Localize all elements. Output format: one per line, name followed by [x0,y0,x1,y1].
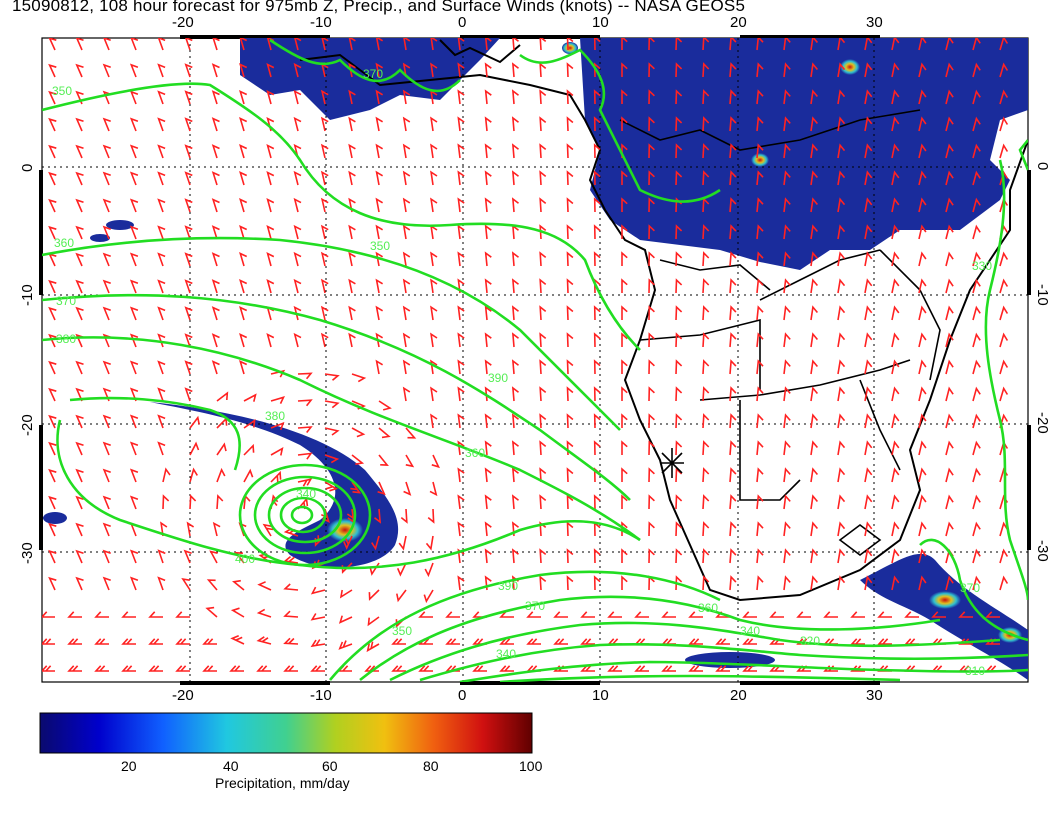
tick-label: 20 [730,14,747,31]
tick-label: -20 [19,414,36,436]
contour-label: 350 [392,624,412,638]
contour-label: 340 [296,487,316,501]
tick-label: 30 [866,14,883,31]
tick-label: 10 [592,687,609,704]
tick-label: 0 [458,14,466,31]
contour-label: 390 [498,579,518,593]
contour-label: 350 [52,84,72,98]
contour-label: 370 [525,599,545,613]
lon-ticks-bottom: -20 -10 0 10 20 30 [172,687,883,704]
tick-label: -10 [310,687,332,704]
tick-label: -20 [172,687,194,704]
contour-label: 340 [740,624,760,638]
contour-label: 370 [56,294,76,308]
colorbar-tick: 80 [423,758,439,774]
contour-label: 380 [265,409,285,423]
tick-label: 10 [592,14,609,31]
colorbar-title: Precipitation, mm/day [215,775,350,791]
contour-label: 390 [488,371,508,385]
contour-label: 400 [235,552,255,566]
tick-label: -30 [1034,540,1051,562]
colorbar-tick: 40 [223,758,239,774]
colorbar-tick: 60 [322,758,338,774]
tick-label: -10 [1034,284,1051,306]
colorbar [40,713,532,753]
contour-label: 310 [965,664,985,678]
tick-label: -20 [172,14,194,31]
tick-label: 0 [458,687,466,704]
contour-label: 360 [465,446,485,460]
tick-label: -30 [19,542,36,564]
contour-label: 340 [496,647,516,661]
contour-label: 360 [698,601,718,615]
contour-label: 320 [800,634,820,648]
contour-label: 330 [972,259,992,273]
tick-label: 0 [1034,162,1051,170]
colorbar-tick: 20 [121,758,137,774]
contour-label: 360 [54,236,74,250]
tick-label: -10 [19,284,36,306]
tick-label: -20 [1034,412,1051,434]
lon-ticks-top: -20 -10 0 10 20 30 [172,14,883,31]
lat-ticks-left: 0 -10 -20 -30 [19,164,36,564]
tick-label: -10 [310,14,332,31]
tick-label: 0 [19,164,36,172]
colorbar-tick: 100 [519,758,542,774]
contour-label: 350 [370,239,390,253]
tick-label: 20 [730,687,747,704]
tick-label: 30 [866,687,883,704]
contour-label: 380 [56,332,76,346]
lat-ticks-right: 0 -10 -20 -30 [1034,162,1051,562]
contour-label: 370 [960,581,980,595]
contour-label: 370 [363,67,383,81]
